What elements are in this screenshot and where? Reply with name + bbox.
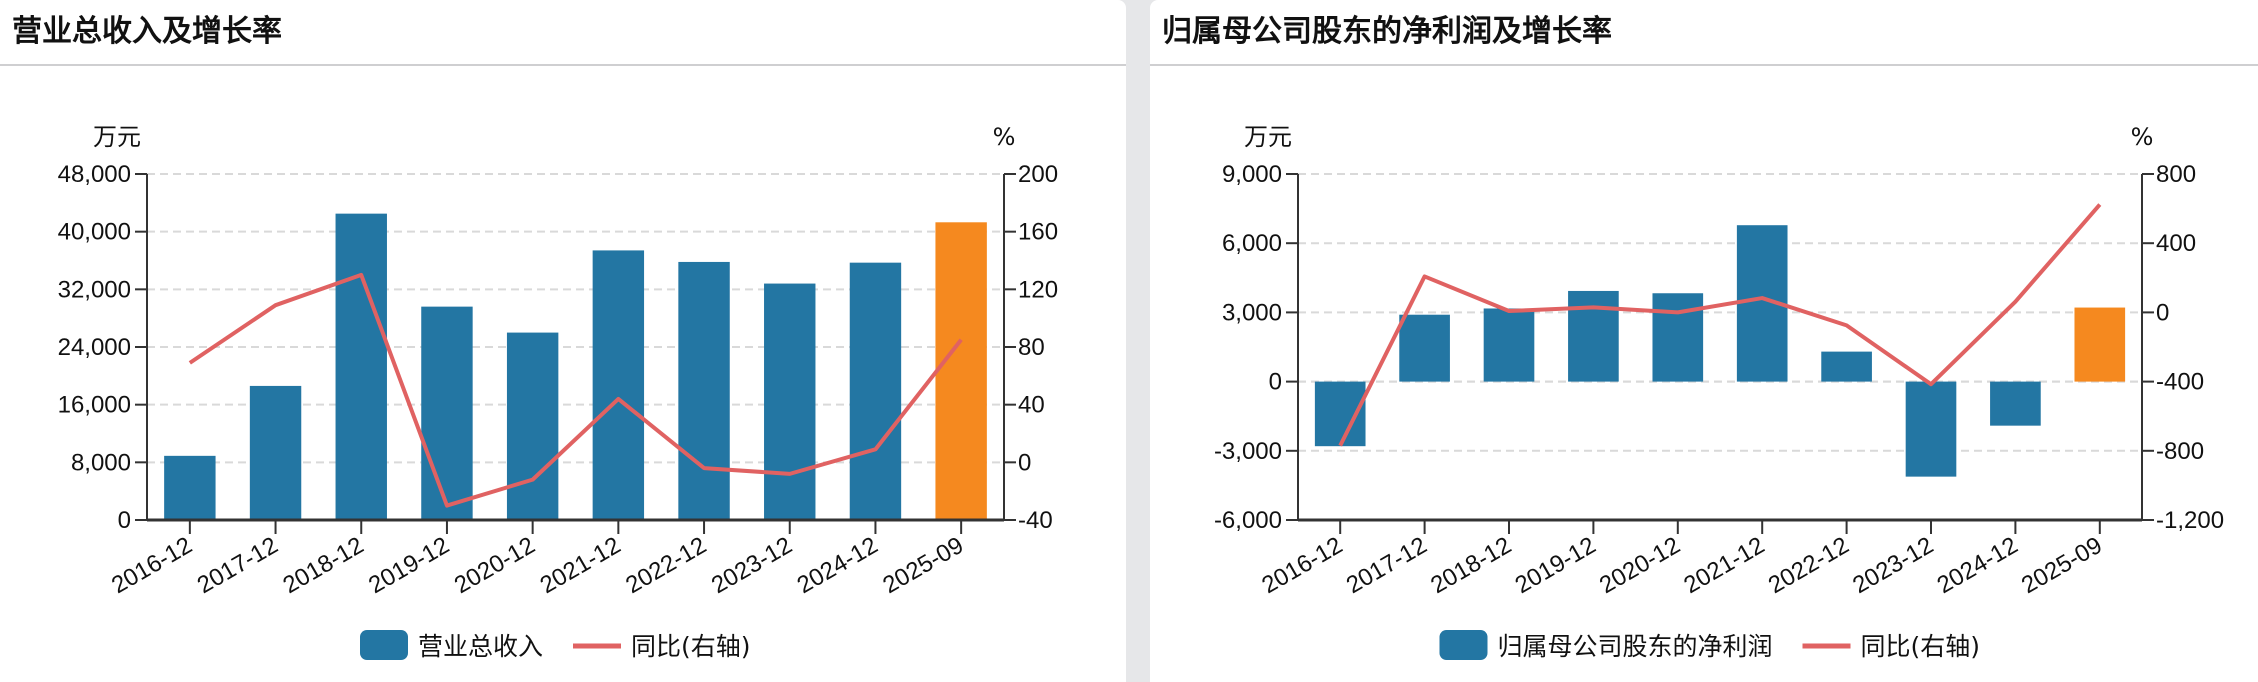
bar xyxy=(1821,351,1872,382)
right-tick-label: 40 xyxy=(1018,392,1045,419)
bar xyxy=(935,222,987,520)
panel-title: 归属母公司股东的净利润及增长率 xyxy=(1150,0,2258,66)
x-tick-label: 2024-12 xyxy=(793,532,883,599)
right-tick-label: -800 xyxy=(2156,438,2204,465)
x-tick-label: 2016-12 xyxy=(107,532,197,599)
legend-line-label: 同比(右轴) xyxy=(1861,632,1981,661)
right-tick-label: -400 xyxy=(2156,369,2204,396)
right-tick-label: 400 xyxy=(2156,230,2196,257)
right-tick-label: 200 xyxy=(1018,161,1058,188)
x-tick-label: 2021-12 xyxy=(536,532,626,599)
x-tick-label: 2016-12 xyxy=(1257,532,1347,599)
right-unit-label: % xyxy=(993,123,1016,151)
legend-line-label: 同比(右轴) xyxy=(631,632,751,661)
x-tick-label: 2021-12 xyxy=(1679,532,1769,599)
right-tick-label: -1,200 xyxy=(2156,507,2224,534)
left-tick-label: 0 xyxy=(118,507,131,534)
left-tick-label: 6,000 xyxy=(1222,230,1282,257)
left-tick-label: -6,000 xyxy=(1214,507,1282,534)
left-tick-label: 48,000 xyxy=(58,161,131,188)
right-tick-label: 80 xyxy=(1018,334,1045,361)
left-tick-label: 32,000 xyxy=(58,276,131,303)
x-tick-label: 2024-12 xyxy=(1933,532,2023,599)
left-tick-label: 8,000 xyxy=(71,449,131,476)
bar xyxy=(1652,293,1704,382)
bar xyxy=(1990,381,2041,426)
bar xyxy=(764,283,816,520)
bar xyxy=(164,455,216,520)
right-tick-label: 160 xyxy=(1018,219,1058,246)
right-tick-label: 0 xyxy=(1018,449,1031,476)
panel-title: 营业总收入及增长率 xyxy=(0,0,1126,66)
x-tick-label: 2017-12 xyxy=(193,532,283,599)
x-tick-label: 2023-12 xyxy=(1848,532,1938,599)
x-tick-label: 2017-12 xyxy=(1342,532,1432,599)
left-tick-label: 40,000 xyxy=(58,219,131,246)
x-tick-label: 2019-12 xyxy=(364,532,454,599)
growth-line xyxy=(1338,203,2102,447)
left-tick-label: 16,000 xyxy=(58,392,131,419)
bar xyxy=(592,250,645,521)
bar xyxy=(249,385,302,520)
right-tick-label: 0 xyxy=(2156,299,2169,326)
left-unit-label: 万元 xyxy=(1244,123,1292,151)
left-tick-label: 0 xyxy=(1269,369,1282,396)
revenue-panel: 营业总收入及增长率 0 -40 8,000 0 16,000 40 24,000 80 32,0… xyxy=(0,0,1126,682)
legend-bar-label: 营业总收入 xyxy=(418,632,543,661)
x-tick-label: 2018-12 xyxy=(1426,532,1516,599)
bar xyxy=(849,262,902,520)
left-tick-label: -3,000 xyxy=(1214,438,1282,465)
right-tick-label: 800 xyxy=(2156,161,2196,188)
revenue-chart: 0 -40 8,000 0 16,000 40 24,000 80 32,000 120 40,00… xyxy=(58,123,1058,661)
x-tick-label: 2020-12 xyxy=(450,532,540,599)
left-tick-label: 9,000 xyxy=(1222,161,1282,188)
bar xyxy=(506,332,559,520)
bar xyxy=(2074,307,2126,382)
x-tick-label: 2022-12 xyxy=(621,532,711,599)
x-tick-label: 2018-12 xyxy=(278,532,368,599)
legend-bar-label: 归属母公司股东的净利润 xyxy=(1498,632,1773,661)
left-unit-label: 万元 xyxy=(93,123,141,151)
legend-bar-swatch xyxy=(360,630,408,660)
bar xyxy=(1568,290,1619,382)
right-unit-label: % xyxy=(2131,123,2154,151)
x-tick-label: 2022-12 xyxy=(1764,532,1854,599)
x-tick-label: 2019-12 xyxy=(1511,532,1601,599)
bar xyxy=(678,261,730,520)
x-tick-label: 2025-09 xyxy=(878,532,968,599)
bar xyxy=(1399,314,1450,382)
bar xyxy=(1483,308,1535,382)
net-profit-chart: -6,000 -1,200 -3,000 -800 0 -400 3,000 0 6,000 40… xyxy=(1214,123,2224,661)
x-tick-label: 2023-12 xyxy=(707,532,797,599)
left-tick-label: 3,000 xyxy=(1222,299,1282,326)
x-tick-label: 2020-12 xyxy=(1595,532,1685,599)
left-tick-label: 24,000 xyxy=(58,334,131,361)
right-tick-label: -40 xyxy=(1018,507,1053,534)
legend-bar-swatch xyxy=(1439,630,1488,660)
x-tick-label: 2025-09 xyxy=(2017,532,2107,599)
net-profit-panel: 归属母公司股东的净利润及增长率 -6,000 -1,200 -3,000 -800 0-… xyxy=(1150,0,2258,682)
bar xyxy=(1905,381,1957,477)
bar xyxy=(335,213,387,521)
bar xyxy=(421,306,473,520)
growth-line xyxy=(188,272,963,508)
right-tick-label: 120 xyxy=(1018,276,1058,303)
